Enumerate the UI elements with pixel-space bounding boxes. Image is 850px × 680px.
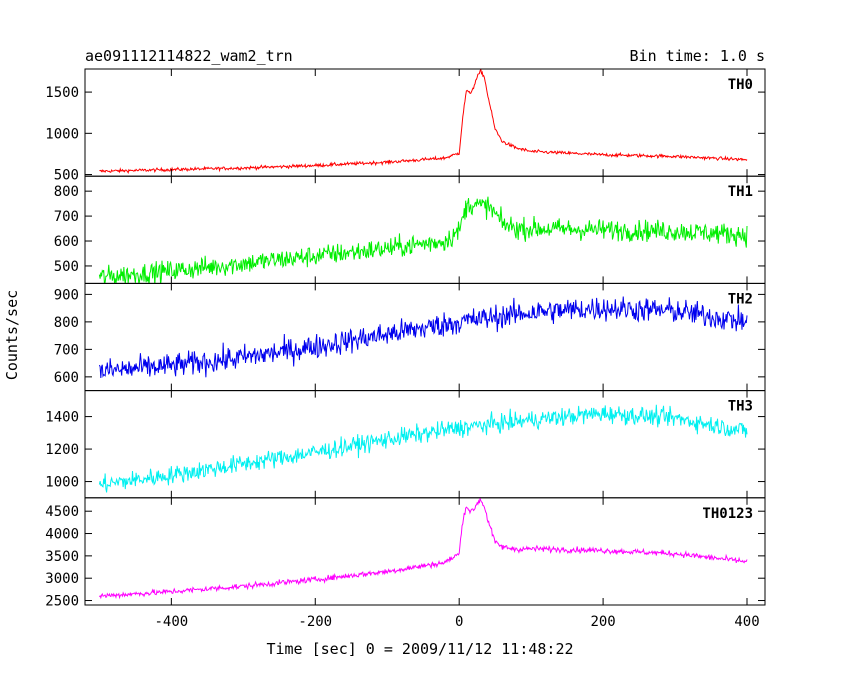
bin-time-label: Bin time: 1.0 s <box>630 47 765 65</box>
panel-th0: 500 1000 1500 TH0 <box>45 68 766 184</box>
y-tick-label: 600 <box>54 370 79 386</box>
y-tick-label: 3000 <box>45 571 79 587</box>
series-line-th0123 <box>98 498 748 600</box>
panels: 500 1000 1500 TH0 500 600 700 800 TH1 600 700 800 90… <box>45 68 766 610</box>
panel-th1: 500 600 700 800 TH1 <box>54 175 766 284</box>
x-axis-label: Time [sec] 0 = 2009/11/12 11:48:22 <box>266 640 573 658</box>
x-tick-label: 0 <box>455 614 463 630</box>
series-line-th3 <box>98 404 748 493</box>
y-tick-label: 1000 <box>45 126 79 142</box>
y-tick-label: 500 <box>54 259 79 275</box>
x-tick-label: -200 <box>298 614 332 630</box>
panel-label: TH2 <box>728 291 753 307</box>
y-tick-label: 1000 <box>45 475 79 491</box>
panel-label: TH3 <box>728 399 753 415</box>
x-tick-label: -400 <box>154 614 188 630</box>
y-axis-label: Counts/sec <box>3 290 21 380</box>
panel-frame <box>84 68 766 177</box>
y-tick-label: 900 <box>54 287 79 303</box>
y-tick-label: 3500 <box>45 549 79 565</box>
y-tick-label: 4000 <box>45 527 79 543</box>
y-tick-label: 1200 <box>45 442 79 458</box>
panel-label: TH1 <box>728 184 753 200</box>
panel-th2: 600 700 800 900 TH2 <box>54 282 766 392</box>
y-tick-label: 500 <box>54 168 79 184</box>
chart-title: ae091112114822_wam2_trn <box>85 47 293 65</box>
panel-label: TH0 <box>728 77 753 93</box>
panel-th3: 1000 1200 1400 TH3 <box>45 390 766 499</box>
series-line-th2 <box>98 296 748 378</box>
y-tick-label: 1500 <box>45 85 79 101</box>
y-tick-label: 1400 <box>45 410 79 426</box>
panel-label: TH0123 <box>702 506 753 522</box>
x-axis: -400 -200 0 200 400 <box>154 614 759 630</box>
y-tick-label: 2500 <box>45 594 79 610</box>
series-line-th1 <box>98 196 748 284</box>
y-tick-label: 700 <box>54 209 79 225</box>
y-tick-label: 800 <box>54 184 79 200</box>
panel-th0123: 2500 3000 3500 4000 4500 TH0123 <box>45 497 766 610</box>
panel-frame <box>84 175 766 284</box>
y-tick-label: 4500 <box>45 504 79 520</box>
panel-frame <box>84 497 766 606</box>
y-tick-label: 600 <box>54 234 79 250</box>
y-tick-label: 700 <box>54 342 79 358</box>
x-tick-label: 200 <box>590 614 615 630</box>
y-tick-label: 800 <box>54 315 79 331</box>
x-tick-label: 400 <box>734 614 759 630</box>
series-line-th0 <box>99 69 748 175</box>
